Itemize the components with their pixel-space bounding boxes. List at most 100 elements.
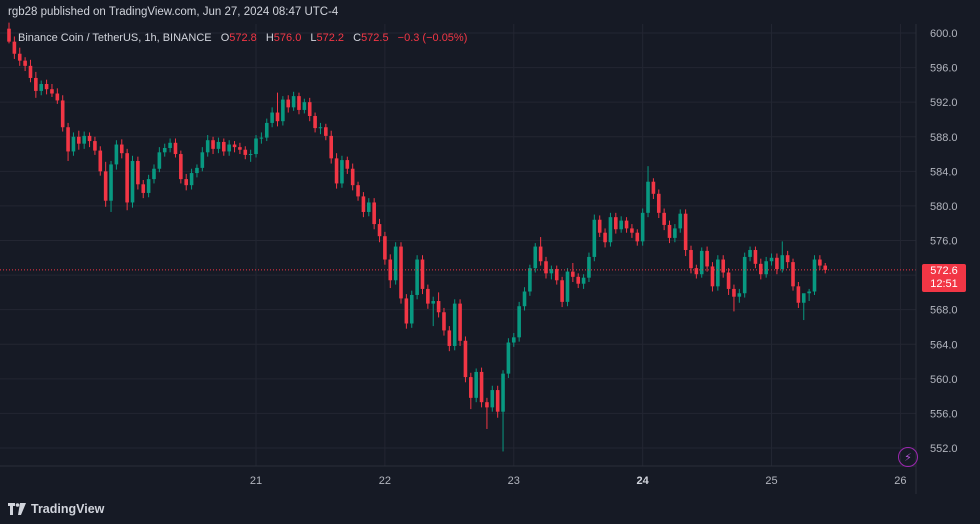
candle-body — [243, 149, 248, 155]
candle — [44, 79, 49, 95]
candle-body — [157, 152, 162, 169]
candle — [737, 288, 742, 303]
candle — [651, 178, 656, 199]
candle-body — [77, 136, 81, 144]
candle-body — [528, 268, 532, 292]
candle-body — [442, 312, 446, 331]
candle — [17, 47, 22, 66]
candle-body — [345, 160, 350, 169]
candle — [511, 333, 516, 347]
candle — [356, 181, 360, 201]
candle — [93, 136, 97, 155]
candle — [366, 198, 371, 217]
candle — [517, 301, 521, 342]
current-price-badge: 572.6 12:51 — [922, 264, 966, 292]
candle — [281, 96, 285, 126]
candle-body — [807, 291, 811, 294]
candle — [324, 123, 328, 141]
candle-body — [297, 96, 301, 110]
candle — [581, 274, 586, 289]
candle — [189, 168, 194, 190]
candle-body — [109, 164, 113, 201]
candle-body — [587, 256, 591, 278]
candle-body — [286, 99, 291, 108]
candle — [608, 212, 613, 247]
candle — [780, 241, 785, 273]
candle — [103, 161, 108, 207]
candle-body — [630, 228, 634, 233]
candle — [726, 268, 731, 295]
brand[interactable]: TradingView — [8, 502, 104, 516]
candle-body — [732, 288, 736, 297]
symbol-legend: Binance Coin / TetherUS, 1h, BINANCE O57… — [18, 32, 467, 44]
candle-body — [662, 212, 666, 225]
candle — [66, 122, 70, 161]
candle — [286, 95, 291, 113]
candle-body — [479, 371, 484, 403]
candle — [801, 293, 806, 321]
price-chart[interactable]: 600.0596.0592.0588.0584.0580.0576.0572.0… — [0, 0, 980, 494]
candle-body — [350, 168, 355, 186]
candle-body — [726, 272, 731, 289]
open-value: 572.8 — [229, 32, 257, 44]
candle-body — [28, 65, 33, 78]
candle-body — [635, 232, 640, 242]
candle — [409, 290, 414, 328]
price-tick-label: 596.0 — [930, 63, 958, 75]
candle — [544, 256, 548, 279]
candle-body — [624, 220, 629, 229]
candle-body — [404, 298, 409, 324]
candle — [748, 246, 752, 262]
candle — [533, 243, 538, 273]
candle — [130, 155, 135, 208]
candle — [179, 150, 183, 184]
candle-body — [608, 217, 613, 243]
candle-body — [823, 265, 828, 270]
candle — [597, 215, 602, 238]
candle — [635, 229, 640, 246]
candle — [50, 84, 54, 97]
price-tick-label: 592.0 — [930, 97, 958, 109]
candle-body — [431, 301, 436, 304]
date-tick-label: 21 — [250, 475, 262, 487]
candle-body — [694, 268, 699, 275]
candle-body — [549, 269, 554, 274]
candle-body — [50, 89, 54, 94]
candle — [157, 147, 162, 173]
lightning-bolt-icon[interactable]: ⚡ — [898, 447, 918, 467]
candle-body — [179, 154, 183, 180]
candle — [431, 296, 436, 327]
candle-body — [324, 127, 328, 136]
candle — [426, 284, 430, 309]
candle-body — [17, 53, 22, 61]
candle-body — [818, 259, 822, 266]
candle — [87, 132, 92, 148]
candle-body — [340, 160, 344, 184]
candle-body — [474, 371, 478, 398]
candle — [152, 164, 156, 184]
candle — [404, 294, 409, 329]
candle — [146, 174, 151, 198]
time-axis[interactable]: 21222324252627 — [250, 475, 980, 487]
candle — [275, 92, 280, 127]
candle-body — [721, 259, 726, 273]
candle — [232, 141, 237, 153]
candle-body — [248, 154, 253, 156]
candle — [640, 208, 645, 246]
publisher-bar: rgb28 published on TradingView.com, Jun … — [0, 0, 980, 24]
candle — [377, 218, 382, 243]
candle-body — [689, 250, 693, 269]
change-value: −0.3 (−0.05%) — [397, 32, 468, 44]
candle-body — [82, 135, 86, 144]
candle-body — [742, 256, 747, 294]
candle-body — [23, 60, 27, 66]
candle-body — [533, 246, 538, 269]
candle — [28, 59, 33, 83]
candle — [340, 155, 344, 188]
candle-body — [554, 269, 559, 281]
candle-body — [232, 144, 237, 148]
candle — [587, 252, 591, 282]
candle — [109, 160, 113, 212]
candle-body — [189, 173, 194, 186]
candle — [689, 245, 693, 274]
